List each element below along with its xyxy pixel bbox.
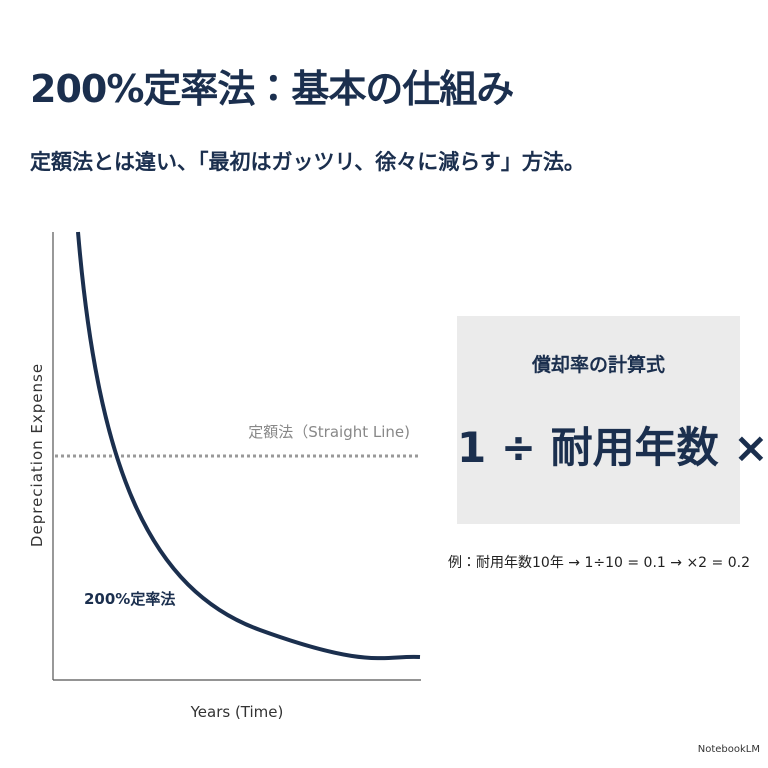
declining-curve (76, 231, 421, 661)
x-label: Years (Time) (190, 703, 284, 721)
title: 200%定率法：基本の仕組み (30, 67, 514, 111)
example: 例：耐用年数10年 → 1÷10 = 0.1 → ×2 = 0.2 (448, 555, 750, 571)
straight-line-label: 定額法（Straight Line) (248, 423, 410, 441)
y-label: Depreciation Expense (28, 363, 46, 547)
formula-title: 償却率の計算式 (531, 354, 665, 376)
formula: 1 ÷ 耐用年数 × 2 (457, 423, 768, 472)
curve-label: 200%定率法 (84, 590, 175, 608)
footer: NotebookLM (697, 744, 760, 755)
formula-box (457, 316, 740, 524)
subtitle: 定額法とは違い、「最初はガッツリ、徐々に減らす」方法。 (30, 150, 585, 174)
